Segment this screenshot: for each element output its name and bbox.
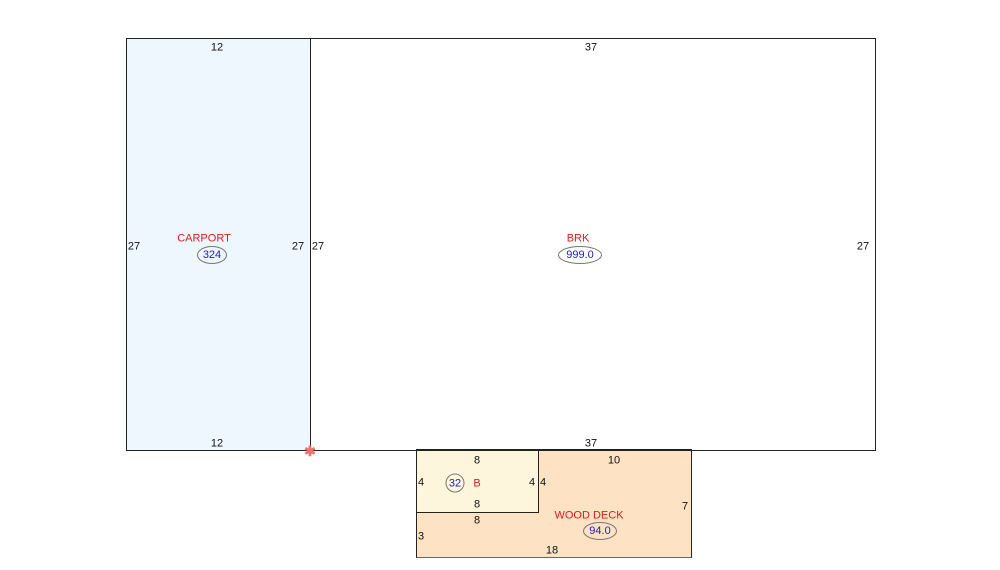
deck-left-dimension: 3 [417,530,425,543]
brk-area-value: 999.0 [558,246,602,264]
brk-top-dimension: 37 [584,41,598,54]
carport-area-value: 324 [197,246,227,264]
brk-right-dimension: 27 [856,240,870,253]
carport-right-dimension: 27 [291,240,305,253]
b-top-dimension: 8 [473,454,481,467]
area-brk[interactable] [310,38,876,451]
carport-left-dimension: 27 [127,240,141,253]
carport-top-dimension: 12 [210,41,224,54]
area-carport[interactable] [126,38,311,451]
brk-label: BRK [566,232,590,245]
area-b[interactable] [416,449,539,513]
deck-label: WOOD DECK [554,509,624,522]
deck-top-dimension: 10 [607,454,621,467]
b-right-dimension: 4 [528,476,536,489]
b-left-dimension: 4 [417,476,425,489]
deck-inner-top-dimension: 8 [473,514,481,527]
deck-right-dimension: 7 [681,500,689,513]
brk-left-dimension: 27 [311,240,325,253]
b-bottom-dimension: 8 [473,498,481,511]
brk-bottom-dimension: 37 [584,437,598,450]
red-x-marker-icon: ✱ [304,443,316,459]
deck-area-value: 94.0 [583,522,617,540]
carport-label: CARPORT [177,232,231,245]
carport-bottom-dimension: 12 [210,437,224,450]
b-area-value: 32 [445,473,465,493]
deck-bottom-dimension: 18 [545,544,559,557]
b-label: B [473,477,481,490]
deck-inner-left-dimension: 4 [539,476,547,489]
